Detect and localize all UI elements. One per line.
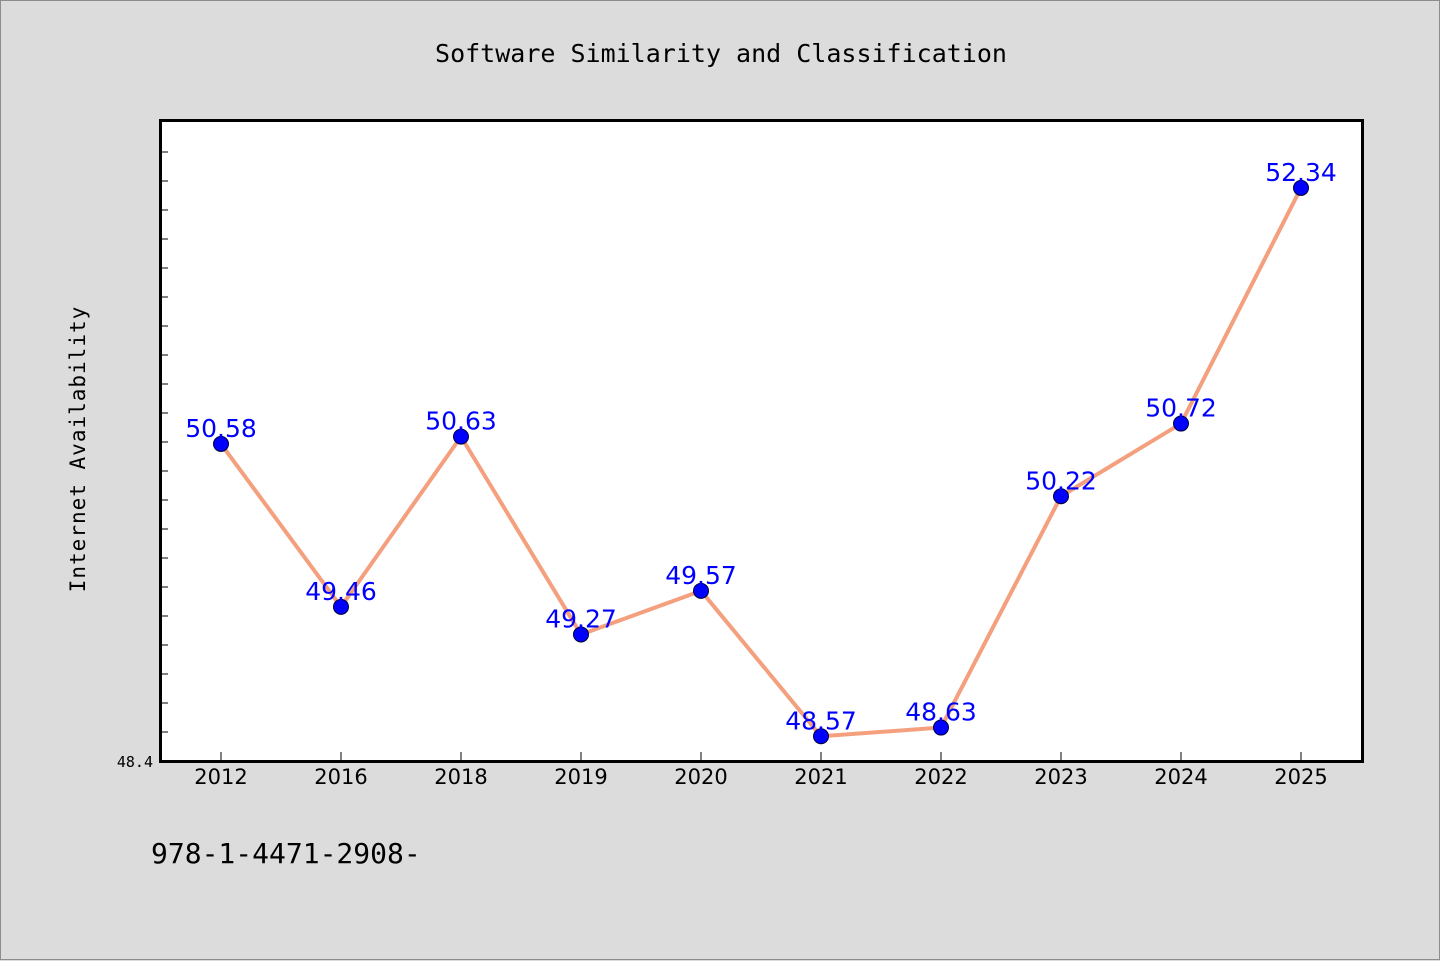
data-label: 49.27 [545, 604, 617, 633]
data-point [693, 582, 709, 599]
data-point [1053, 488, 1069, 505]
x-tick-label: 2023 [1034, 765, 1087, 789]
data-label: 50.22 [1025, 466, 1097, 495]
x-tick-label: 2018 [434, 765, 487, 789]
data-point [933, 719, 949, 736]
series-line [219, 187, 1303, 739]
x-tick-label: 2016 [314, 765, 367, 789]
y-axis-label: Internet Availability [66, 306, 90, 593]
data-point [333, 598, 349, 615]
x-tick-label: 2012 [194, 765, 247, 789]
data-point [453, 428, 469, 445]
x-tick-label: 2021 [794, 765, 847, 789]
data-label: 50.72 [1145, 394, 1217, 423]
series-layer [213, 179, 1309, 745]
data-label: 50.63 [425, 407, 497, 436]
data-point [573, 626, 589, 643]
data-labels: 50.58 49.46 50.63 49.27 49.57 48.57 48.63 50.22… [185, 158, 1337, 735]
data-label: 50.58 [185, 414, 257, 443]
y-axis-ticks: 48.4 [117, 151, 168, 771]
x-axis-ticks: 2012 2016 2018 2019 2020 2021 2022 2023 2024 2025 [194, 752, 1328, 789]
x-tick-label: 2020 [674, 765, 727, 789]
data-label: 48.63 [905, 698, 977, 727]
data-label: 49.46 [305, 577, 377, 606]
data-point [813, 728, 829, 745]
plot-area [159, 119, 1364, 763]
y-tick-label: 48.4 [117, 753, 153, 771]
data-point [213, 435, 229, 452]
footer-isbn: 978-1-4471-2908- [151, 837, 421, 870]
data-label: 49.57 [665, 561, 737, 590]
x-tick-label: 2024 [1154, 765, 1207, 789]
x-tick-label: 2025 [1274, 765, 1327, 789]
data-point [1173, 415, 1189, 432]
x-tick-label: 2022 [914, 765, 967, 789]
data-point [1293, 179, 1309, 196]
x-tick-label: 2019 [554, 765, 607, 789]
data-label: 52.34 [1265, 158, 1337, 187]
chart-title: Software Similarity and Classification [435, 39, 1007, 68]
data-label: 48.57 [785, 706, 857, 735]
